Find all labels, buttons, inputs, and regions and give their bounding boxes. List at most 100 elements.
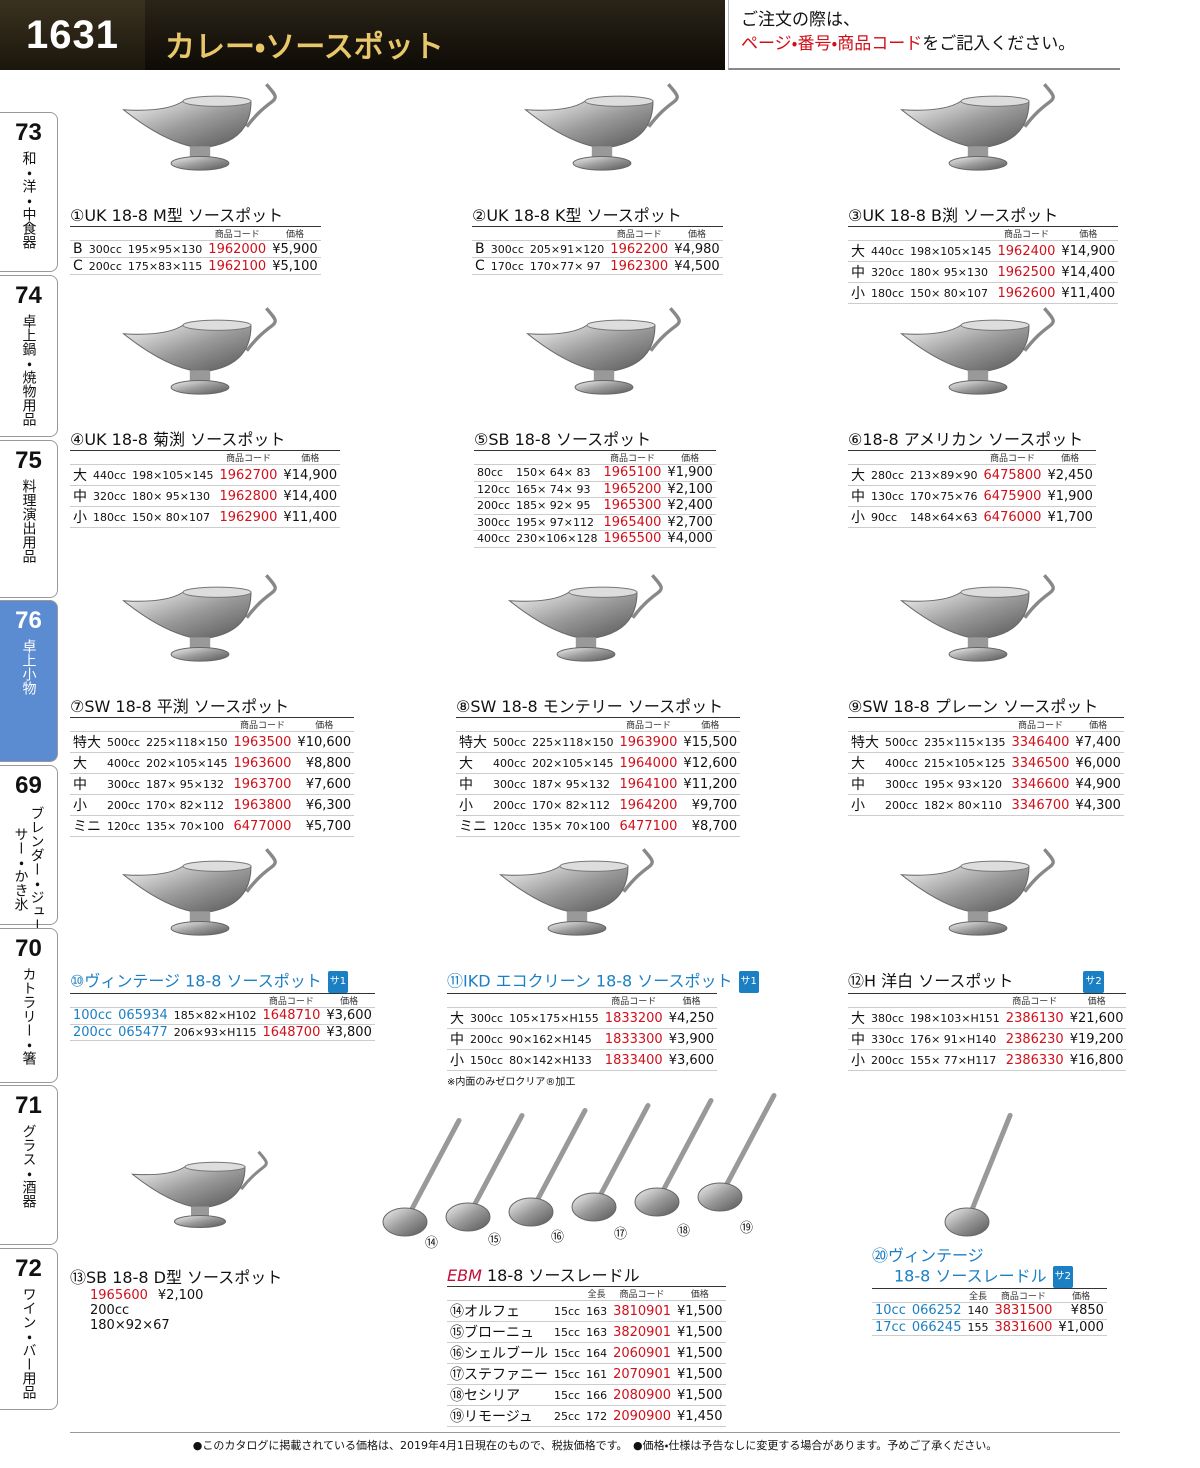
spec-cell: 300cc [467,1007,507,1029]
spec-cell: ¥2,450 [1044,464,1096,486]
spec-cell: 大 [848,240,868,262]
spec-cell: 155 [964,1319,992,1336]
product-title: ⑥18-8 アメリカン ソースポット [848,430,1096,450]
title-text: ⑪IKD エコクリーン 18-8 ソースポット [447,971,733,991]
boat-foot [170,921,230,936]
spec-row: 中 200cc 90×162×H145 1833300 ¥3,900 [447,1028,718,1050]
title-text: ④UK 18-8 菊渕 ソースポット [70,430,286,449]
tab-number: 72 [15,1255,42,1282]
spec-cell: 300cc [85,240,125,258]
spec-cell: 202×105×145 [143,752,231,774]
product-title: ⑩ヴィンテージ 18-8 ソースポット サ1 [70,971,375,993]
column-header: 商品コード [610,1286,674,1301]
spec-line: 200cc [70,1303,282,1318]
spec-cell: 120cc [104,815,144,837]
spec-cell: 195× 93×120 [921,773,1009,795]
boat-body [899,865,1030,914]
boat-body [121,324,252,373]
spec-row: 10cc 066252 140 3831500 ¥850 [872,1302,1107,1320]
header-blank [848,226,868,241]
product-title: ③UK 18-8 B渕 ソースポット [848,206,1118,226]
section-tab: 76 卓上小物 [0,600,58,762]
spec-cell: 3831500 [991,1302,1056,1320]
spec-cell: 1962400 [994,240,1059,262]
header-blank [868,226,908,241]
spec-line: 1965600 ¥2,100 [70,1288,282,1303]
spec-cell: 165× 74× 93 [513,481,601,498]
spec-cell: 1962900 [216,506,281,528]
spec-table: 商品コード 価格 特大 500cc 235×115×135 3346400 ¥7,400 大 4… [848,717,1124,816]
boat-body [121,865,252,914]
spec-cell: 3346600 [1008,773,1073,795]
ladle-handle [964,1112,1013,1225]
spec-row: 300cc 195× 97×112 1965400 ¥2,700 [474,514,716,531]
boat-rim [182,586,252,598]
product-title: ④UK 18-8 菊渕 ソースポット [70,430,340,450]
spec-cell: 15cc [551,1321,584,1343]
spec-cell: ¥11,400 [1058,282,1119,304]
badge: サ2 [1052,1266,1073,1288]
spec-cell: ¥2,100 [664,481,716,498]
spec-cell: 6477100 [616,815,681,837]
image-label: ⑭ [425,1236,439,1251]
spec-row: 200cc 185× 92× 95 1965300 ¥2,400 [474,497,716,515]
spec-table: 商品コード 価格大 440cc 198×105×145 1962700 ¥14,900 中 3… [70,450,341,528]
spec-row: 200cc 065477 206×93×H115 1648700 ¥3,800 [70,1024,375,1041]
spec-cell: 中 [848,261,868,283]
section-tab: 72 ワイン・バー用品 [0,1248,58,1410]
title-text: ②UK 18-8 K型 ソースポット [472,206,682,225]
spec-cell: 1964000 [616,752,681,774]
column-header: 商品コード [616,717,681,732]
column-header: 全長 [583,1286,611,1301]
spec-cell: ¥3,600 [323,1007,375,1025]
spec-row: 中 300cc 187× 95×132 1963700 ¥7,600 [70,773,355,795]
boat-handle [245,83,277,128]
boat-body [121,100,252,149]
spec-cell: ¥1,500 [674,1384,726,1406]
spec-cell: 2060901 [610,1342,674,1364]
spec-row: 中 320cc 180× 95×130 1962500 ¥14,400 [848,261,1119,283]
product: ⑩ヴィンテージ 18-8 ソースポット サ1 商品コード 価格 100cc 065934 1… [70,971,375,1041]
header-row: 商品コード 価格 [447,993,718,1008]
spec-cell: ¥11,400 [280,506,341,528]
tab-label: ブレンダー・ジューサー・かき氷 [12,806,45,932]
spec-row: 中 300cc 195× 93×120 3346600 ¥4,900 [848,773,1124,795]
spec-cell: ⑰ステファニー [447,1363,551,1385]
spec-row: 大 440cc 198×105×145 1962400 ¥14,900 [848,240,1119,262]
spec-table: 商品コード 価格 100cc 065934 185×82×H102 1648710 ¥3,6… [70,993,375,1041]
spec-row: ⑰ステファニー 15cc 161 2070901 ¥1,500 [447,1363,726,1385]
spec-row: B 300cc 205×91×120 1962200 ¥4,980 [472,240,723,258]
spec-cell: ⑭オルフェ [447,1300,551,1322]
boat-rim [182,319,252,331]
spec-cell: 小 [848,506,868,528]
spec-cell: 150× 80×107 [907,282,995,304]
boat-foot [174,1215,226,1228]
spec-cell: 163 [583,1300,611,1322]
column-header: 商品コード [216,450,281,465]
boat-foot [948,921,1008,936]
spec-cell: 500cc [104,731,144,753]
title-text: ⑦SW 18-8 平渕 ソースポット [70,697,290,716]
column-header: 価格 [323,993,375,1008]
spec-cell: 150cc [467,1049,507,1071]
header-blank [447,1286,551,1301]
title-text: ⑨SW 18-8 プレーン ソースポット [848,697,1099,716]
spec-cell: 066245 [908,1319,965,1336]
spec-cell: 中 [70,773,104,795]
header-blank [467,993,507,1008]
spec-cell: 170×77× 97 [526,257,608,275]
spec-cell: ¥850 [1055,1302,1107,1320]
spec-cell: 1965100 [600,464,665,482]
product: ⑥18-8 アメリカン ソースポット 商品コード 価格大 280cc 213×89×90… [848,430,1096,528]
spec-row: 中 320cc 180× 95×130 1962800 ¥14,400 [70,485,341,507]
title-text: ①UK 18-8 M型 ソースポット [70,206,284,225]
boat-foot [948,156,1008,171]
spec-cell: 200cc [104,794,144,816]
boat-handle [1023,574,1055,619]
header-blank [70,717,104,732]
spec-row: 大 380cc 198×103×H151 2386130 ¥21,600 [848,1007,1127,1029]
ladle-bowl [944,1207,990,1237]
spec-cell: 大 [456,752,490,774]
tab-label: グラス・酒器 [20,1124,37,1208]
